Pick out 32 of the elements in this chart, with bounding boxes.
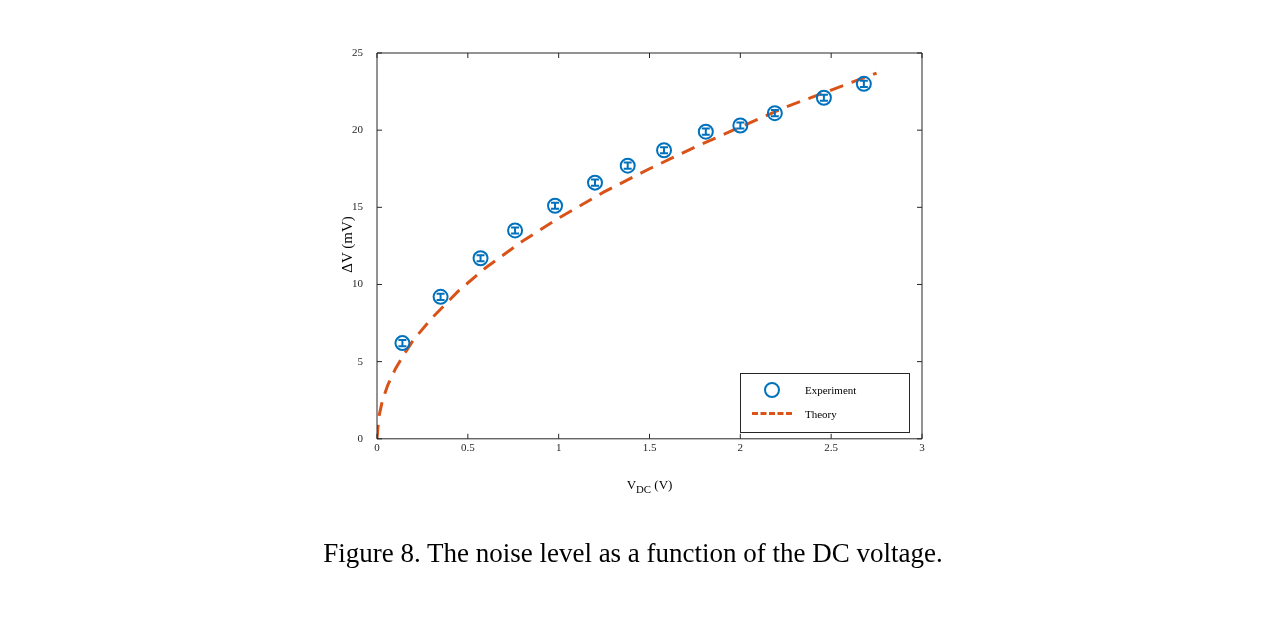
x-tick-label: 1.5 <box>642 441 657 454</box>
point <box>432 288 449 305</box>
point <box>587 174 603 191</box>
x-tick-label: 0.5 <box>460 441 476 454</box>
point <box>507 222 524 239</box>
point <box>394 335 411 352</box>
x-axis-title: V$_{DC}$ (V) <box>625 476 674 495</box>
y-tick-label: 0 <box>357 431 364 444</box>
point <box>697 123 714 140</box>
y-tick-label: 20 <box>352 123 364 136</box>
legend-label: Experiment <box>805 383 857 396</box>
x-tick-label: 2.5 <box>824 441 839 454</box>
point <box>815 89 832 106</box>
y-tick-label: 25 <box>352 45 364 58</box>
legend-label: Theory <box>805 407 837 420</box>
y-tick-label: 5 <box>357 354 364 367</box>
y-axis-title: ΔV (mV) <box>338 216 355 273</box>
point <box>855 75 872 92</box>
x-tick-label: 3 <box>919 441 926 454</box>
x-tick-label: 2 <box>737 441 744 454</box>
line-series <box>377 71 879 439</box>
point <box>656 142 673 159</box>
point <box>619 157 636 174</box>
point <box>547 197 564 214</box>
caption: Figure 8. The noise level as a function of the DC voltage. <box>322 538 944 569</box>
point <box>732 117 749 134</box>
point <box>766 105 783 122</box>
x-tick-label: 1 <box>555 441 562 454</box>
x-tick-label: 0 <box>374 441 381 454</box>
y-tick-label: 10 <box>352 277 364 290</box>
y-tick-label: 15 <box>352 200 364 213</box>
point <box>472 250 489 267</box>
